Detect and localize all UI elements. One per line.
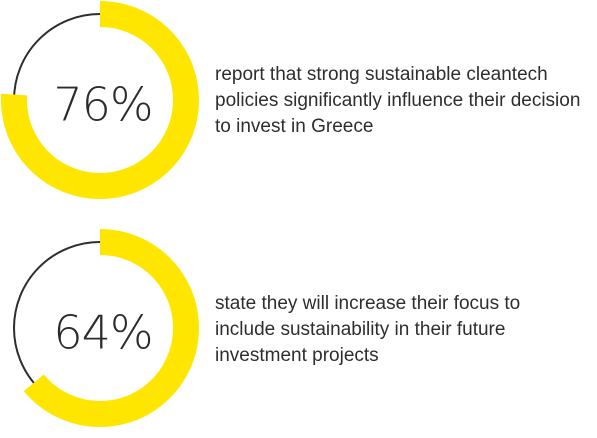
donut-1-percent-label: 76%	[53, 78, 152, 132]
stat-block-1: 76% report that strong sustainable clean…	[0, 0, 597, 200]
donut-chart-1: 76%	[1, 1, 199, 199]
donut-2-percent-label: 64%	[53, 306, 152, 360]
donut-1-value-arc	[1, 1, 199, 199]
stat-1-description: report that strong sustainable cleantech…	[215, 64, 581, 137]
stat-block-2: 64% state they will increase their focus…	[0, 228, 597, 428]
stat-2-description: state they will increase their focus to …	[215, 293, 521, 366]
donut-2-value-arc	[23, 229, 199, 427]
donut-chart-2: 64%	[13, 229, 199, 427]
